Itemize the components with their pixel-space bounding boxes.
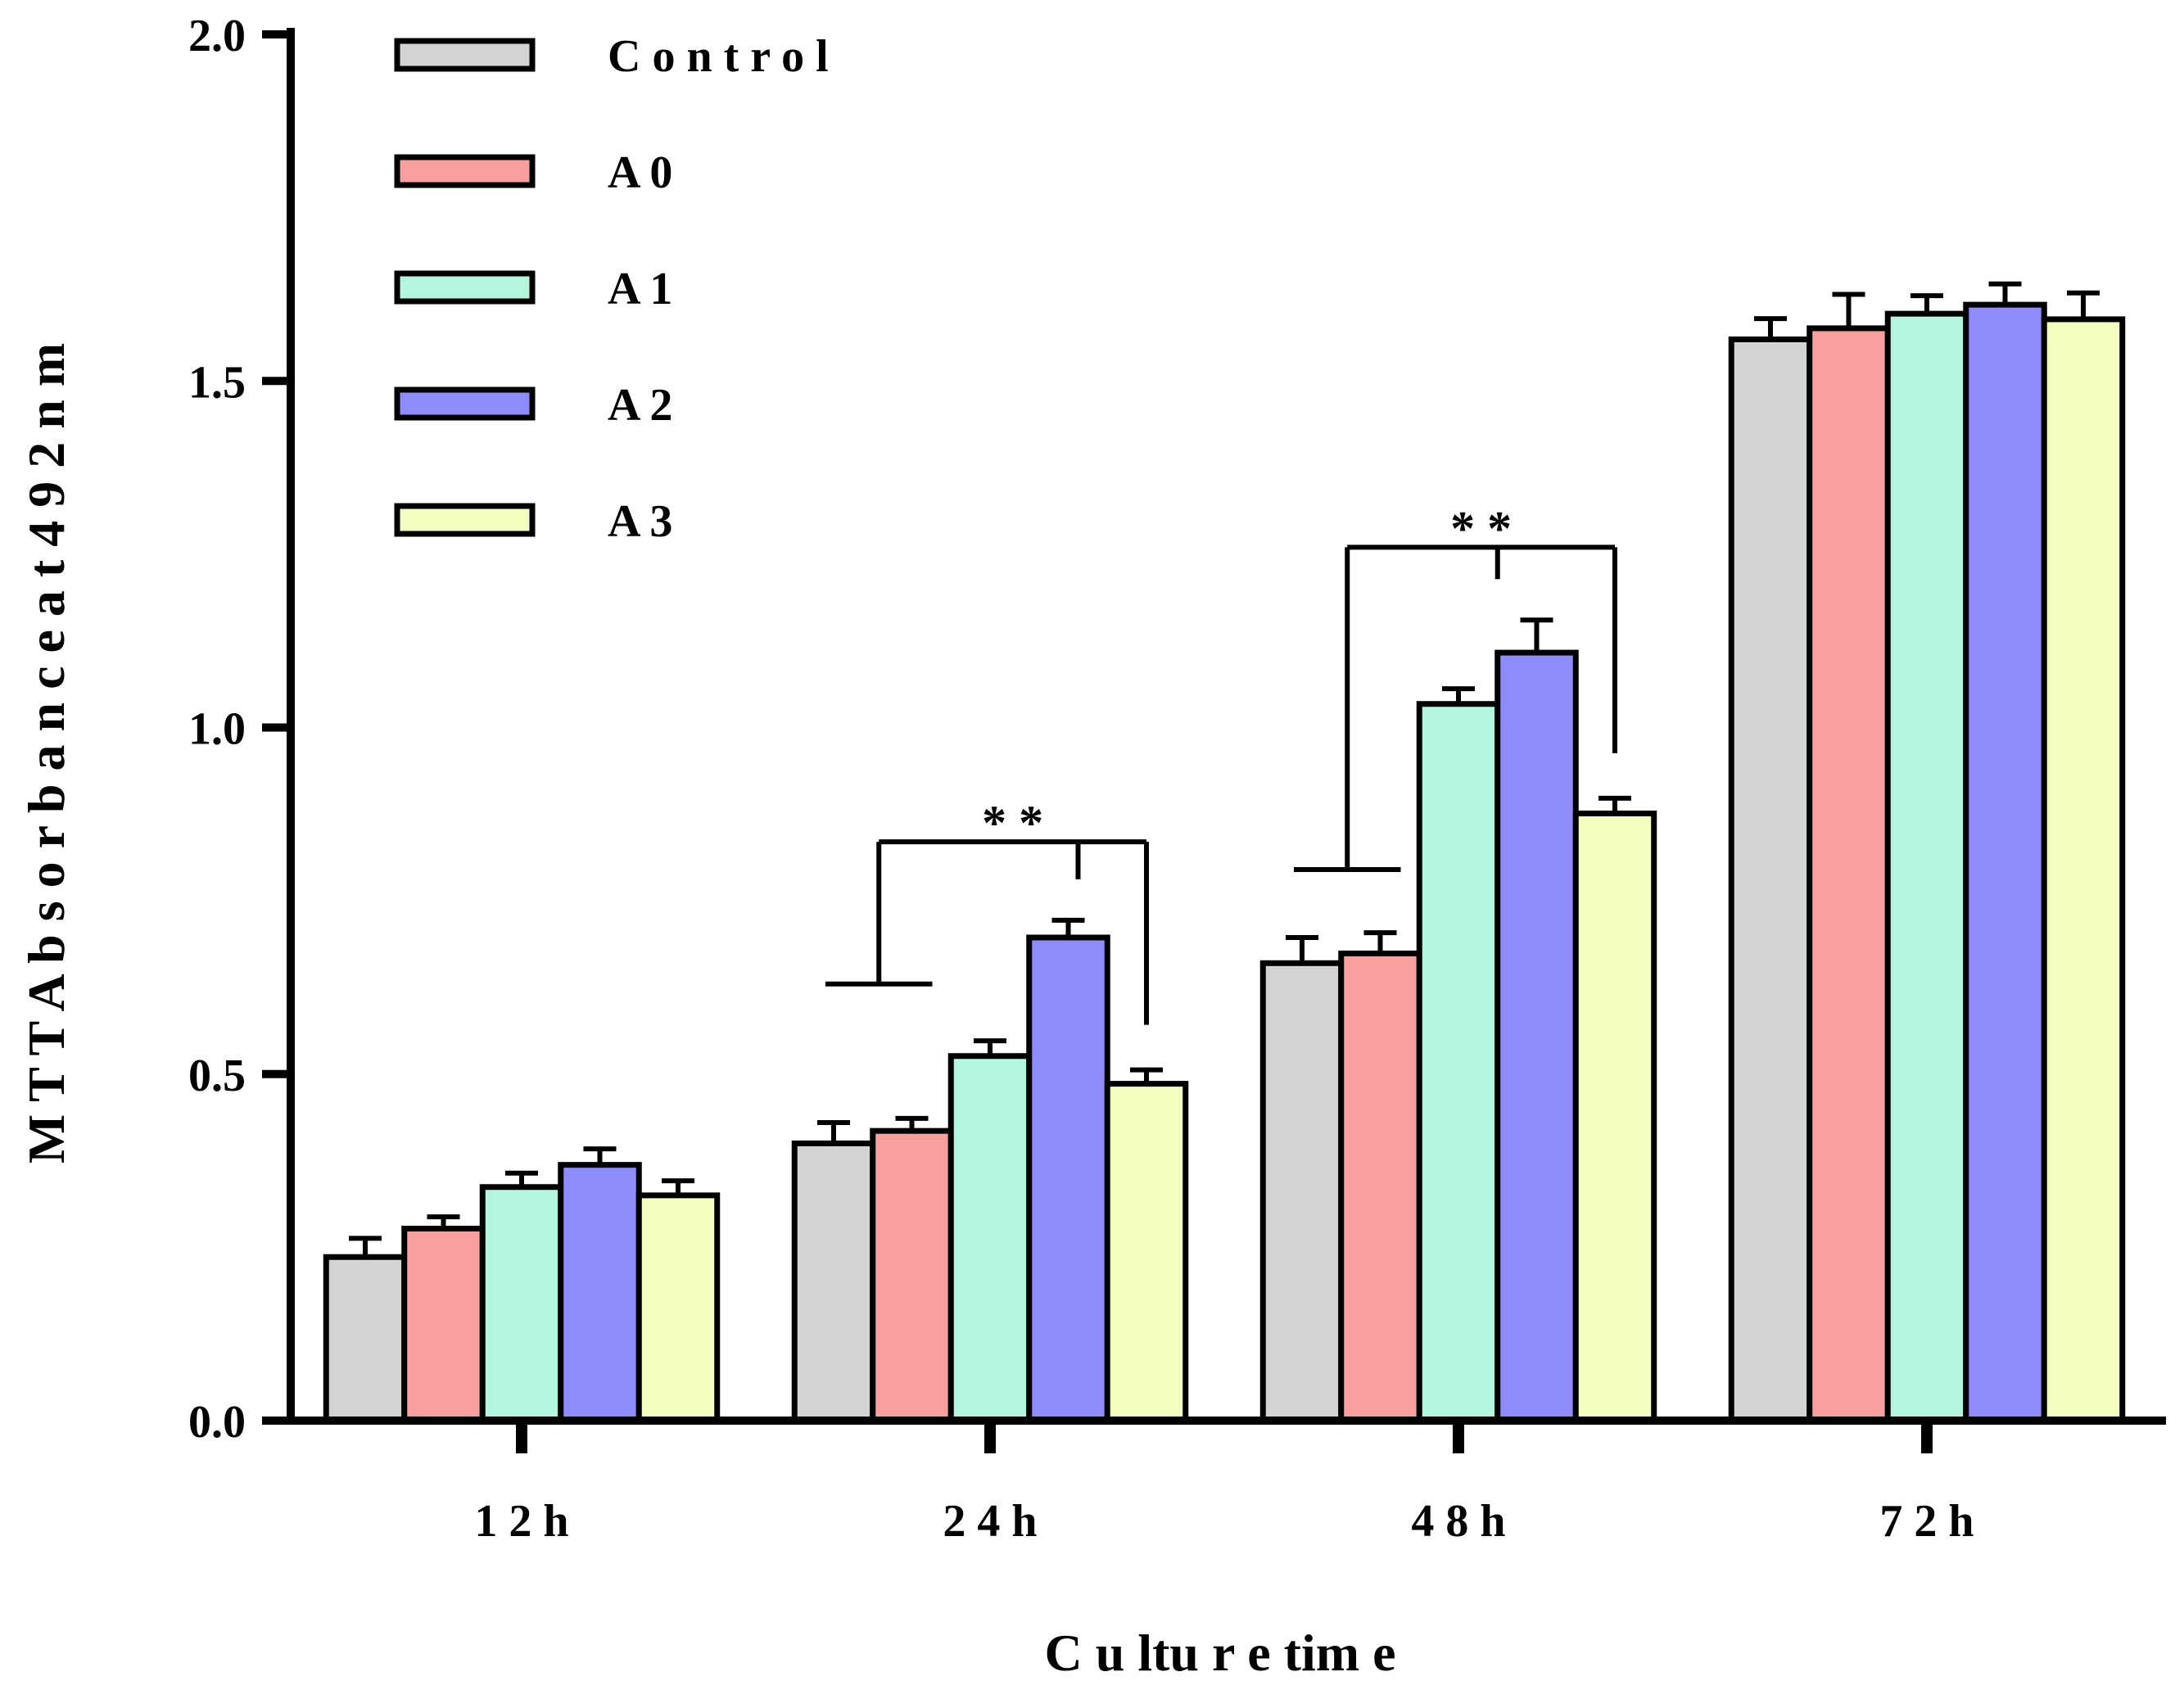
bar — [1963, 301, 2047, 1424]
bar — [1572, 810, 1657, 1424]
legend-swatch — [394, 270, 536, 305]
legend-label: A 1 — [608, 264, 672, 314]
significance-layer: * * * * — [825, 501, 1617, 1025]
x-axis-title: C u ltu r e tim e — [1045, 1624, 1396, 1682]
bar — [558, 1162, 642, 1424]
bar — [635, 1192, 721, 1424]
significance-label: * * — [1450, 501, 1512, 555]
bar — [479, 1184, 564, 1424]
bar — [870, 1127, 954, 1424]
legend: C o n t r o l A 0 A 1 A 2 A 3 — [394, 31, 829, 547]
bar — [401, 1226, 486, 1424]
bar — [323, 1254, 408, 1424]
bar — [1416, 701, 1501, 1424]
legend-label: C o n t r o l — [608, 31, 829, 82]
x-tick-label: 1 2 h — [474, 1496, 568, 1547]
x-tick-label: 7 2 h — [1879, 1496, 1974, 1547]
legend-swatch — [394, 503, 536, 537]
bar — [1728, 336, 1813, 1424]
y-tick-label: 1.5 — [188, 357, 246, 408]
y-tick-label: 0.0 — [188, 1397, 246, 1448]
bar — [1104, 1081, 1189, 1424]
legend-label: A 2 — [608, 380, 672, 431]
legend-swatch — [394, 38, 536, 72]
legend-label: A 3 — [608, 496, 672, 547]
significance-label: * * — [982, 796, 1043, 850]
x-tick-label: 2 4 h — [943, 1496, 1037, 1547]
bar — [947, 1053, 1033, 1424]
bar — [2041, 316, 2126, 1424]
bar — [1338, 950, 1422, 1424]
bars-layer — [323, 301, 2126, 1424]
legend-label: A 0 — [608, 147, 672, 198]
bar — [1884, 310, 1969, 1424]
axes-layer: 0.0 0.5 1.0 1.5 2.0 1 2 h 2 4 h 4 8 h 7 2 h — [188, 11, 2166, 1547]
bar — [1806, 325, 1891, 1424]
bar — [1494, 649, 1579, 1424]
y-tick-label: 0.5 — [188, 1051, 246, 1101]
bar — [791, 1140, 876, 1424]
error-bars-layer — [349, 281, 2100, 1258]
legend-swatch — [394, 386, 536, 421]
legend-swatch — [394, 154, 536, 188]
y-tick-label: 2.0 — [188, 11, 246, 61]
bar — [1026, 934, 1110, 1424]
bar — [1259, 960, 1345, 1424]
y-tick-label: 1.0 — [188, 704, 246, 755]
x-tick-label: 4 8 h — [1411, 1496, 1505, 1547]
y-axis-title: M T T A b s o r b a n c e a t 4 9 2 n m — [17, 343, 75, 1164]
